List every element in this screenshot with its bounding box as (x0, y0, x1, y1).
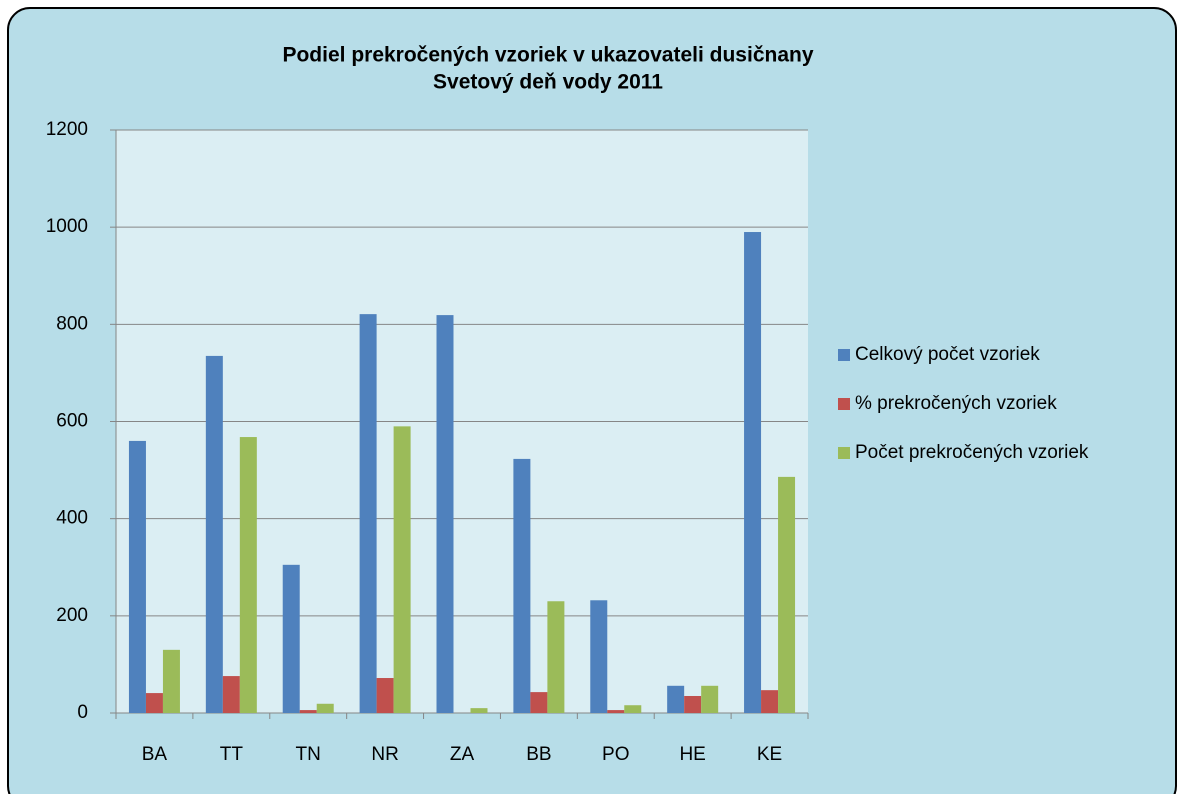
legend-label: Celkový počet vzoriek (855, 344, 1040, 365)
x-tick-label: KE (757, 744, 782, 765)
bar (222, 676, 240, 713)
bar (744, 232, 762, 713)
bar (530, 692, 548, 713)
bar (547, 601, 565, 713)
bar (316, 703, 334, 713)
bar (393, 426, 411, 713)
chart-subtitle: Svetový deň vody 2011 (433, 71, 663, 94)
bar (684, 695, 702, 713)
x-tick-label: BB (526, 744, 551, 765)
bar (376, 678, 394, 713)
legend-label: % prekročených vzoriek (855, 393, 1057, 414)
bar (299, 710, 317, 713)
bar (436, 315, 454, 713)
bar (470, 708, 488, 713)
bar (359, 314, 377, 713)
x-tick-label: PO (602, 744, 629, 765)
x-tick-label: TT (220, 744, 244, 765)
bar (607, 710, 625, 713)
bar (761, 690, 779, 713)
legend-label: Počet prekročených vzoriek (855, 442, 1089, 463)
bar (667, 685, 685, 713)
chart-title: Podiel prekročených vzoriek v ukazovatel… (282, 44, 813, 67)
bar (778, 476, 796, 713)
y-tick-label: 0 (77, 702, 88, 723)
bar (145, 693, 163, 713)
x-tick-label: BA (142, 744, 168, 765)
bar (205, 355, 223, 713)
bar (128, 440, 146, 713)
x-tick-label: NR (371, 744, 398, 765)
bar (282, 564, 300, 713)
legend-swatch (838, 447, 850, 459)
bar (701, 685, 719, 713)
y-tick-label: 1200 (46, 119, 88, 140)
bar (162, 649, 180, 713)
bar (590, 600, 608, 713)
legend-swatch (838, 349, 850, 361)
y-tick-label: 400 (56, 508, 88, 529)
bar (239, 437, 257, 713)
legend-swatch (838, 398, 850, 410)
y-tick-label: 200 (56, 605, 88, 626)
y-tick-label: 1000 (46, 216, 88, 237)
x-tick-label: HE (679, 744, 705, 765)
y-tick-label: 600 (56, 411, 88, 432)
x-tick-label: ZA (450, 744, 475, 765)
bar (513, 458, 531, 713)
x-tick-label: TN (296, 744, 321, 765)
y-tick-label: 800 (56, 313, 88, 334)
bar (624, 705, 642, 713)
